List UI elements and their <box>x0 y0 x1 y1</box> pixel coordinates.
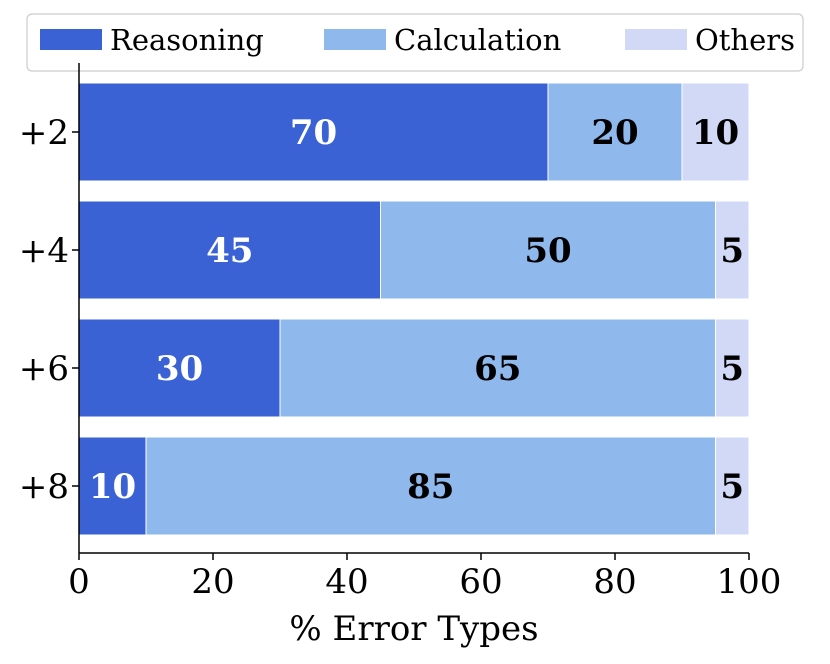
x-tick-label: 20 <box>191 562 234 602</box>
bar-calculation-2 <box>279 318 716 418</box>
x-tick-label: 0 <box>68 562 90 602</box>
bar-label-calculation-2: 65 <box>474 349 521 389</box>
bar-label-reasoning-1: 45 <box>206 231 253 271</box>
bar-others-1 <box>715 200 750 300</box>
x-axis-title: % Error Types <box>289 609 538 649</box>
bar-others-0 <box>681 82 750 182</box>
bar-label-calculation-3: 85 <box>407 467 454 507</box>
x-tick-label: 40 <box>325 562 368 602</box>
bar-calculation-3 <box>145 436 716 536</box>
legend-frame <box>26 13 804 72</box>
bar-others-3 <box>715 436 750 536</box>
y-tick-label: +4 <box>19 231 69 271</box>
x-tick-label: 60 <box>459 562 502 602</box>
bar-label-others-2: 5 <box>720 349 744 389</box>
bar-label-reasoning-0: 70 <box>290 113 337 153</box>
bar-label-reasoning-2: 30 <box>156 349 203 389</box>
y-tick-label: +8 <box>19 467 69 507</box>
y-tick-label: +6 <box>19 349 69 389</box>
legend-swatch-calculation <box>324 29 386 50</box>
x-tick-label: 100 <box>717 562 782 602</box>
bar-reasoning-0 <box>78 82 549 182</box>
bar-reasoning-3 <box>78 436 147 536</box>
bar-label-others-0: 10 <box>692 113 739 153</box>
bar-label-others-1: 5 <box>720 231 744 271</box>
bar-label-calculation-0: 20 <box>591 113 638 153</box>
bar-reasoning-2 <box>78 318 281 418</box>
y-tick-label: +2 <box>19 113 69 153</box>
bar-label-calculation-1: 50 <box>524 231 571 271</box>
legend-label-calculation: Calculation <box>394 23 561 57</box>
bar-label-others-3: 5 <box>720 467 744 507</box>
legend-label-reasoning: Reasoning <box>110 23 264 57</box>
x-tick-label: 80 <box>593 562 636 602</box>
bar-calculation-0 <box>547 82 683 182</box>
legend-swatch-others <box>625 29 687 50</box>
legend-swatch-reasoning <box>40 29 102 50</box>
axes: 0 20 40 60 80 100 +2 +4 +6 +8 <box>19 63 782 602</box>
bar-reasoning-1 <box>78 200 381 300</box>
bar-label-reasoning-3: 10 <box>89 467 136 507</box>
bar-calculation-1 <box>380 200 716 300</box>
bars: 70 20 10 45 50 5 30 65 5 10 85 5 <box>78 82 750 536</box>
legend-label-others: Others <box>695 23 795 57</box>
legend: Reasoning Calculation Others <box>26 13 804 72</box>
bar-others-2 <box>715 318 750 418</box>
